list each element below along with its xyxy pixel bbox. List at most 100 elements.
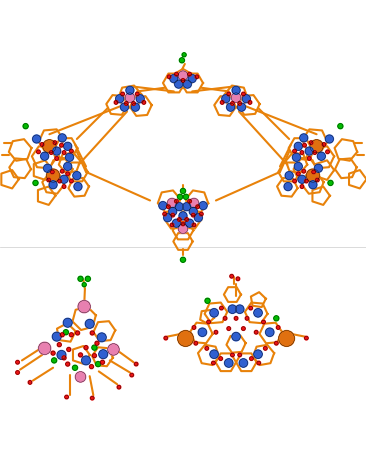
- Circle shape: [52, 332, 61, 341]
- Circle shape: [72, 365, 78, 370]
- Circle shape: [92, 345, 97, 350]
- Circle shape: [96, 362, 101, 367]
- Circle shape: [167, 205, 170, 209]
- Circle shape: [205, 299, 210, 304]
- Circle shape: [180, 258, 186, 263]
- Circle shape: [189, 199, 199, 208]
- Circle shape: [257, 361, 261, 365]
- Circle shape: [167, 199, 177, 208]
- Circle shape: [63, 330, 68, 335]
- Circle shape: [47, 179, 51, 182]
- Circle shape: [62, 185, 66, 189]
- Circle shape: [326, 151, 329, 154]
- Circle shape: [55, 157, 59, 161]
- Circle shape: [33, 136, 41, 144]
- Circle shape: [315, 179, 319, 182]
- Circle shape: [175, 73, 178, 77]
- Circle shape: [294, 143, 302, 151]
- Circle shape: [232, 87, 240, 95]
- Circle shape: [207, 321, 210, 324]
- Circle shape: [82, 283, 86, 287]
- Circle shape: [325, 136, 333, 144]
- Circle shape: [66, 173, 70, 176]
- Circle shape: [191, 214, 195, 217]
- Circle shape: [300, 152, 304, 155]
- Circle shape: [296, 173, 300, 176]
- Circle shape: [238, 102, 242, 106]
- Circle shape: [192, 326, 196, 330]
- Circle shape: [60, 170, 64, 174]
- Circle shape: [242, 327, 245, 331]
- Circle shape: [46, 170, 60, 183]
- Circle shape: [125, 94, 135, 103]
- Circle shape: [238, 353, 242, 357]
- Circle shape: [227, 104, 235, 112]
- Circle shape: [57, 343, 61, 347]
- Circle shape: [179, 212, 187, 221]
- Circle shape: [222, 96, 230, 104]
- Circle shape: [58, 134, 66, 143]
- Circle shape: [53, 142, 57, 145]
- Circle shape: [238, 104, 246, 112]
- Circle shape: [313, 152, 317, 155]
- Circle shape: [232, 333, 240, 341]
- Circle shape: [314, 165, 322, 173]
- Circle shape: [186, 220, 194, 228]
- Circle shape: [16, 361, 19, 364]
- Circle shape: [303, 144, 306, 148]
- Circle shape: [195, 76, 199, 79]
- Circle shape: [178, 195, 183, 200]
- Circle shape: [167, 76, 171, 79]
- Circle shape: [178, 72, 188, 81]
- Circle shape: [44, 165, 52, 173]
- Circle shape: [116, 96, 124, 104]
- Circle shape: [248, 101, 252, 105]
- Circle shape: [108, 344, 119, 355]
- Circle shape: [62, 152, 66, 155]
- Circle shape: [254, 331, 258, 334]
- Circle shape: [175, 200, 178, 203]
- Circle shape: [114, 101, 118, 105]
- Circle shape: [235, 305, 244, 314]
- Circle shape: [70, 180, 73, 184]
- Circle shape: [188, 73, 191, 77]
- Circle shape: [23, 124, 28, 129]
- Circle shape: [264, 347, 267, 350]
- Circle shape: [220, 101, 224, 105]
- Circle shape: [67, 348, 71, 352]
- Circle shape: [274, 316, 279, 321]
- Circle shape: [181, 79, 185, 83]
- Circle shape: [254, 309, 262, 318]
- Circle shape: [28, 381, 32, 384]
- Circle shape: [66, 154, 74, 162]
- Circle shape: [223, 317, 227, 321]
- Circle shape: [302, 170, 306, 174]
- Circle shape: [199, 213, 203, 216]
- Circle shape: [214, 331, 218, 334]
- Circle shape: [51, 171, 54, 175]
- Circle shape: [242, 93, 245, 97]
- Circle shape: [16, 371, 19, 374]
- Circle shape: [312, 171, 315, 175]
- Circle shape: [100, 360, 105, 364]
- Circle shape: [65, 396, 68, 399]
- Circle shape: [135, 93, 139, 97]
- Circle shape: [205, 347, 209, 350]
- Circle shape: [53, 148, 61, 156]
- Circle shape: [73, 172, 81, 180]
- Circle shape: [236, 277, 240, 281]
- Circle shape: [78, 353, 82, 357]
- Circle shape: [49, 181, 57, 189]
- Circle shape: [338, 124, 343, 129]
- Circle shape: [49, 152, 53, 155]
- Circle shape: [227, 327, 231, 331]
- Circle shape: [171, 214, 175, 217]
- Circle shape: [231, 353, 234, 357]
- Circle shape: [126, 87, 134, 95]
- Circle shape: [306, 170, 320, 183]
- Circle shape: [43, 140, 56, 153]
- Circle shape: [78, 276, 83, 282]
- Circle shape: [300, 134, 308, 143]
- Circle shape: [294, 163, 302, 171]
- Circle shape: [305, 336, 308, 340]
